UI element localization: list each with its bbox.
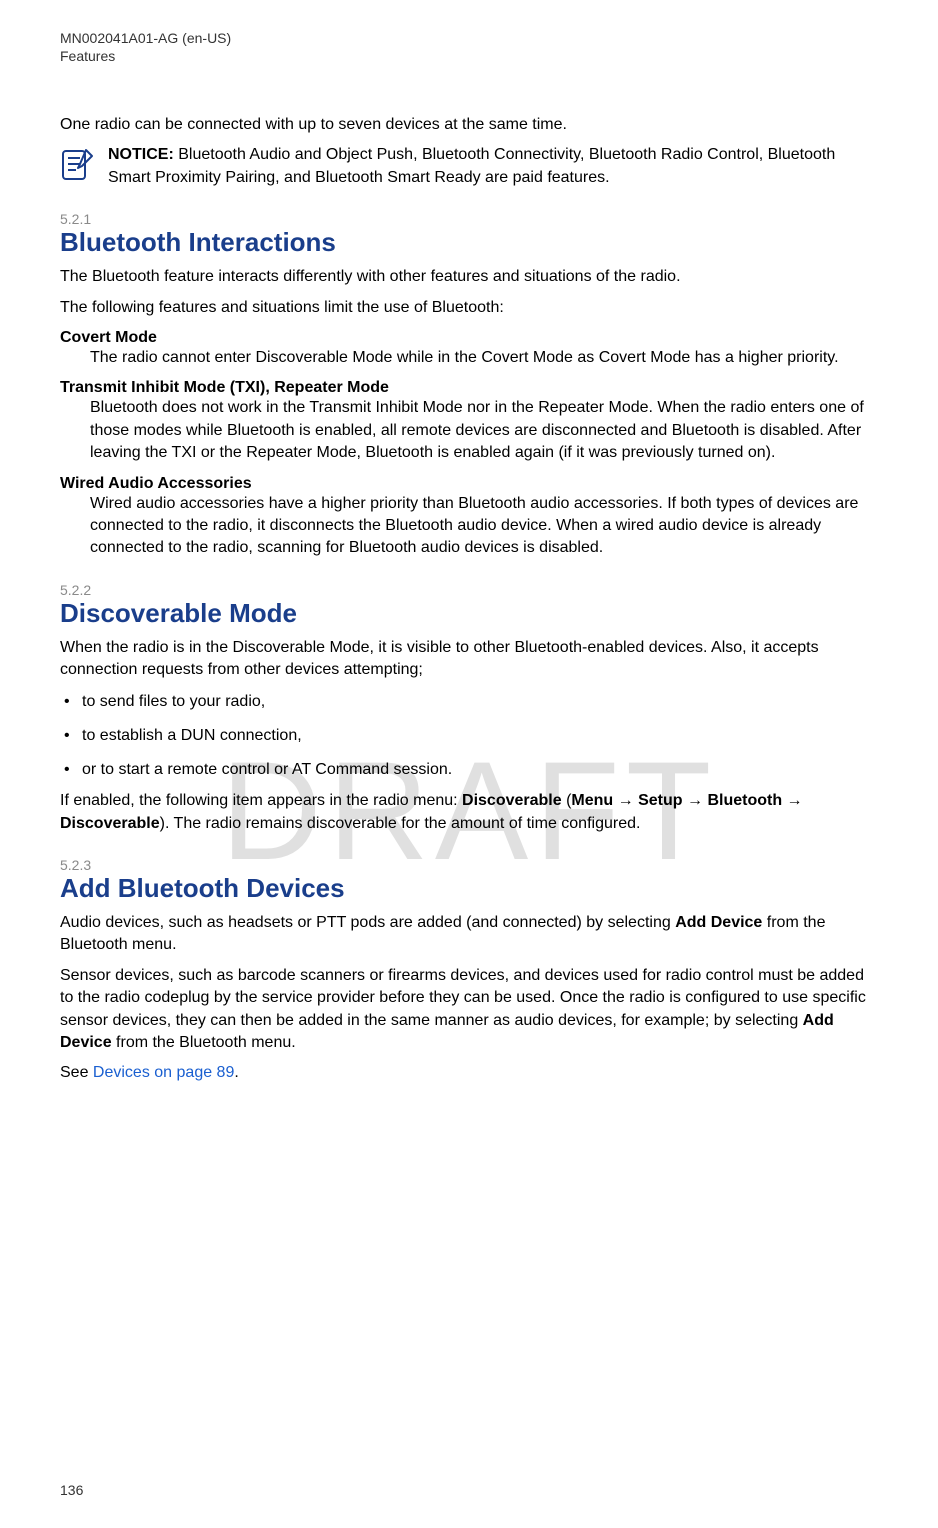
page-number: 136: [60, 1482, 83, 1498]
s522-p2-b1: Discoverable: [462, 792, 562, 809]
s523-p3-pre: See: [60, 1064, 93, 1081]
devices-link[interactable]: Devices on page 89: [93, 1064, 234, 1081]
s522-p2-b5: Discoverable: [60, 815, 160, 832]
s522-p2-arrow3: →: [782, 792, 802, 809]
term-txi: Transmit Inhibit Mode (TXI), Repeater Mo…: [60, 379, 878, 397]
s523-p3: See Devices on page 89.: [60, 1062, 878, 1084]
s523-p3-post: .: [234, 1064, 238, 1081]
notice-text: NOTICE: Bluetooth Audio and Object Push,…: [108, 144, 878, 189]
notice-body: Bluetooth Audio and Object Push, Bluetoo…: [108, 146, 835, 185]
s523-p2-pre: Sensor devices, such as barcode scanners…: [60, 967, 866, 1029]
s521-p1: The Bluetooth feature interacts differen…: [60, 266, 878, 288]
s522-p2-arrow2: →: [683, 792, 708, 809]
section-heading-522: Discoverable Mode: [60, 598, 878, 629]
section-number-521: 5.2.1: [60, 211, 878, 227]
section-heading-523: Add Bluetooth Devices: [60, 873, 878, 904]
notice-icon: [60, 146, 96, 182]
s523-p2: Sensor devices, such as barcode scanners…: [60, 965, 878, 1055]
term-wired: Wired Audio Accessories: [60, 475, 878, 493]
notice-block: NOTICE: Bluetooth Audio and Object Push,…: [60, 144, 878, 189]
term-covert: Covert Mode: [60, 329, 878, 347]
s523-p1-b: Add Device: [675, 914, 762, 931]
intro-paragraph: One radio can be connected with up to se…: [60, 114, 878, 136]
list-item: or to start a remote control or AT Comma…: [60, 757, 878, 783]
section-number-522: 5.2.2: [60, 582, 878, 598]
header-doc-id: MN002041A01-AG (en-US): [60, 30, 878, 46]
s522-p2: If enabled, the following item appears i…: [60, 790, 878, 835]
header-section-name: Features: [60, 48, 878, 64]
section-number-523: 5.2.3: [60, 857, 878, 873]
s522-p2-b2: Menu: [571, 792, 613, 809]
section-heading-521: Bluetooth Interactions: [60, 227, 878, 258]
list-item: to send files to your radio,: [60, 689, 878, 715]
list-item: to establish a DUN connection,: [60, 723, 878, 749]
s522-p2-mid2: ). The radio remains discoverable for th…: [160, 815, 641, 832]
desc-wired: Wired audio accessories have a higher pr…: [90, 493, 878, 560]
s522-p2-b3: Setup: [638, 792, 682, 809]
desc-covert: The radio cannot enter Discoverable Mode…: [90, 347, 878, 369]
s523-p1-pre: Audio devices, such as headsets or PTT p…: [60, 914, 675, 931]
s522-bullet-list: to send files to your radio, to establis…: [60, 689, 878, 782]
s522-p1: When the radio is in the Discoverable Mo…: [60, 637, 878, 682]
s523-p1: Audio devices, such as headsets or PTT p…: [60, 912, 878, 957]
s521-p2: The following features and situations li…: [60, 297, 878, 319]
s522-p2-pre: If enabled, the following item appears i…: [60, 792, 462, 809]
s523-p2-post: from the Bluetooth menu.: [112, 1034, 296, 1051]
desc-txi: Bluetooth does not work in the Transmit …: [90, 397, 878, 464]
s522-p2-b4: Bluetooth: [707, 792, 782, 809]
page-content: MN002041A01-AG (en-US) Features One radi…: [60, 30, 878, 1085]
s522-p2-mid1: (: [562, 792, 572, 809]
notice-label: NOTICE:: [108, 146, 174, 163]
s522-p2-arrow1: →: [613, 792, 638, 809]
